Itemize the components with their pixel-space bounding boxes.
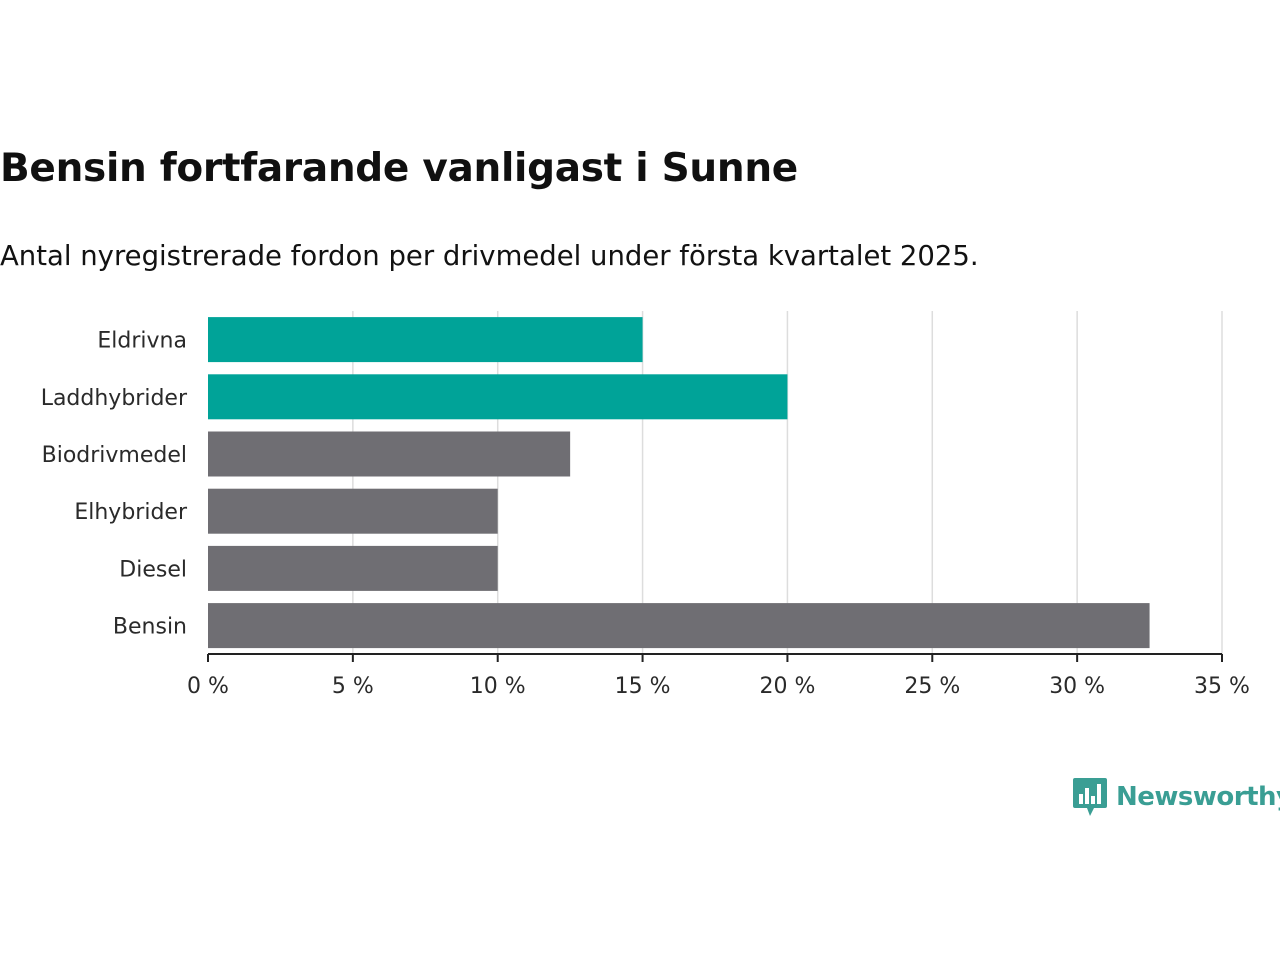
bar-chart-speech-bubble-icon — [1073, 778, 1107, 816]
brand-logo: Newsworthy — [1072, 776, 1280, 818]
x-axis: 0 % 5 % 10 % 15 % 20 % 25 % 30 % 35 % — [187, 653, 1250, 699]
x-tick-label: 10 % — [470, 674, 526, 699]
x-tick-label: 25 % — [904, 674, 960, 699]
category-label: Elhybrider — [74, 500, 188, 525]
category-label: Laddhybrider — [41, 386, 188, 411]
category-label: Diesel — [119, 557, 187, 582]
x-tick-label: 30 % — [1049, 674, 1105, 699]
chart-subtitle: Antal nyregistrerade fordon per drivmede… — [0, 240, 979, 272]
x-tick-label: 35 % — [1194, 674, 1250, 699]
bar-bensin — [208, 603, 1150, 649]
brand-name: Newsworthy — [1116, 782, 1280, 812]
bar-laddhybrider — [208, 374, 788, 420]
chart-title: Bensin fortfarande vanligast i Sunne — [0, 146, 798, 191]
bar-eldrivna — [208, 317, 643, 363]
x-tick-label: 20 % — [759, 674, 815, 699]
bar-elhybrider — [208, 488, 498, 534]
x-tick-label: 15 % — [615, 674, 671, 699]
bars — [208, 317, 1150, 649]
x-tick-label: 0 % — [187, 674, 229, 699]
bar-biodrivmedel — [208, 431, 571, 477]
gridlines — [352, 311, 1223, 654]
category-label: Eldrivna — [97, 329, 187, 354]
category-label: Biodrivmedel — [42, 443, 187, 468]
category-labels: Eldrivna Laddhybrider Biodrivmedel Elhybrid… — [41, 329, 188, 640]
bar-diesel — [208, 545, 498, 591]
category-label: Bensin — [113, 615, 187, 640]
x-tick-label: 5 % — [332, 674, 374, 699]
